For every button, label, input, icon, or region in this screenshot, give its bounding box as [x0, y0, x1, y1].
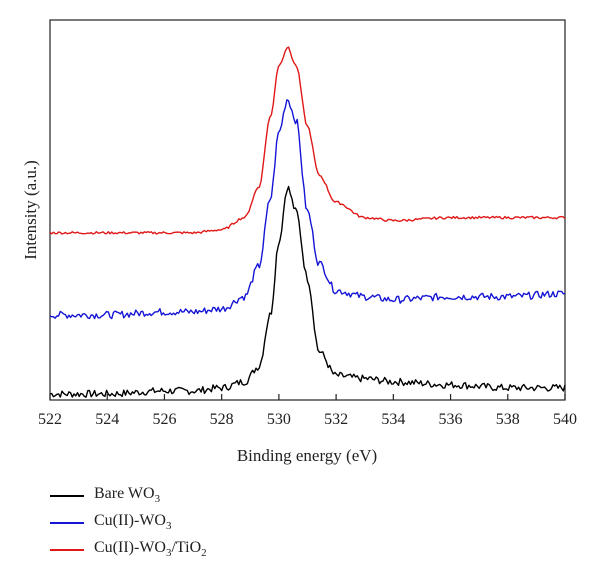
legend-swatch: [50, 494, 84, 497]
legend-label: Cu(II)-WO3/TiO2: [94, 539, 207, 560]
plot-frame: [49, 19, 566, 401]
y-axis-title: Intensity (a.u.): [21, 160, 40, 260]
legend-swatch: [50, 548, 84, 551]
series-group: [49, 46, 566, 398]
legend-label: Cu(II)-WO3: [94, 512, 172, 533]
series-line: [49, 46, 566, 235]
x-tick-label: 538: [496, 411, 520, 428]
x-tick-label: 522: [38, 411, 62, 428]
xps-chart: 522 524 526 528 530 532 534 536 538 540 Binding e…: [21, 19, 577, 465]
x-axis-ticks: 522 524 526 528 530 532 534 536 538 540: [38, 394, 577, 428]
legend-item-cu-wo3-tio2: Cu(II)-WO3/TiO2: [50, 536, 207, 563]
x-tick-label: 530: [267, 411, 291, 428]
x-tick-label: 528: [210, 411, 234, 428]
series-line: [49, 99, 566, 320]
x-tick-label: 524: [95, 411, 119, 428]
x-tick-label: 532: [324, 411, 348, 428]
legend-item-bare-wo3: Bare WO3: [50, 482, 207, 509]
legend: Bare WO3 Cu(II)-WO3 Cu(II)-WO3/TiO2: [50, 482, 207, 563]
series-line: [49, 185, 566, 398]
x-tick-label: 540: [553, 411, 577, 428]
x-tick-label: 534: [381, 411, 405, 428]
legend-label: Bare WO3: [94, 485, 161, 506]
x-axis-title: Binding energy (eV): [237, 446, 377, 465]
legend-item-cu-wo3: Cu(II)-WO3: [50, 509, 207, 536]
x-tick-label: 526: [152, 411, 176, 428]
legend-swatch: [50, 521, 84, 524]
x-tick-label: 536: [439, 411, 463, 428]
